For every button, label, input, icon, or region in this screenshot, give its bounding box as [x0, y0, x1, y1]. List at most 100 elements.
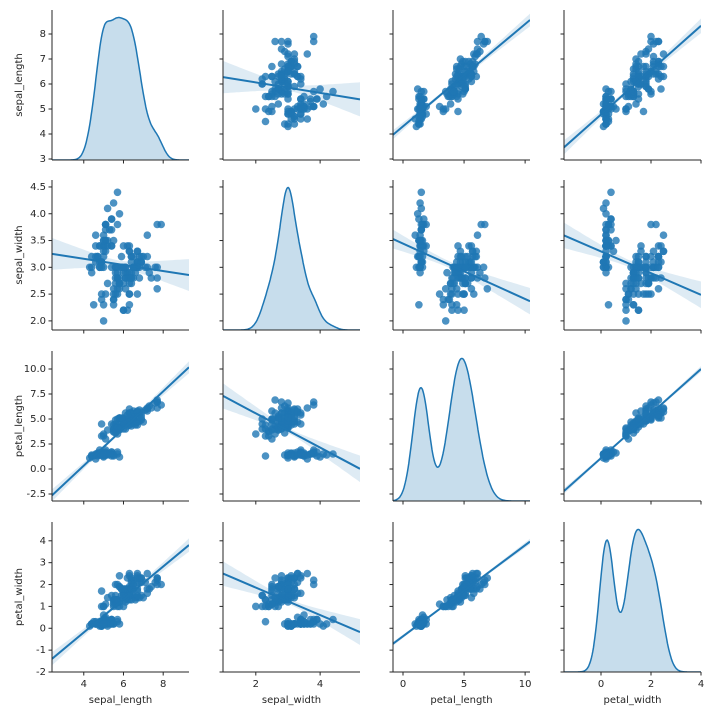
- scatter-point: [435, 600, 444, 608]
- y-tick-label: 1: [40, 601, 46, 612]
- panel: [393, 13, 530, 140]
- scatter-point: [460, 306, 468, 315]
- scatter-point: [125, 274, 134, 282]
- scatter-point: [109, 301, 118, 309]
- scatter-point: [439, 301, 448, 309]
- regression-line: [564, 25, 701, 149]
- y-tick-label: 4.5: [30, 182, 46, 193]
- y-tick-label: 3.0: [30, 262, 46, 273]
- scatter-point: [418, 236, 427, 245]
- scatter-point: [123, 411, 132, 419]
- scatter-point: [659, 231, 668, 239]
- scatter-point: [306, 97, 315, 106]
- scatter-point: [123, 574, 132, 582]
- scatter-point: [293, 620, 302, 628]
- scatter-point: [634, 274, 643, 282]
- scatter-point: [416, 199, 424, 207]
- scatter-point: [454, 242, 462, 250]
- scatter-point: [97, 420, 106, 428]
- scatter-point: [316, 85, 324, 93]
- scatter-point: [467, 258, 476, 266]
- scatter-point: [449, 87, 457, 96]
- regression-line: [393, 19, 530, 136]
- scatter-point: [319, 100, 328, 108]
- scatter-point: [446, 100, 455, 108]
- scatter-point: [612, 236, 620, 245]
- y-tick-label: 2.5: [30, 289, 46, 300]
- regression-line: [564, 368, 701, 492]
- scatter-point: [135, 274, 144, 282]
- scatter-point: [115, 210, 124, 218]
- panel: [564, 366, 701, 494]
- scatter-point: [602, 220, 610, 229]
- scatter-point: [654, 396, 663, 404]
- scatter-point: [284, 414, 292, 422]
- scatter-point: [329, 87, 337, 96]
- scatter-point: [624, 435, 633, 443]
- scatter-point: [284, 110, 292, 118]
- panel: [223, 186, 360, 330]
- scatter-point: [647, 220, 655, 229]
- scatter-point: [113, 290, 122, 298]
- y-axis-label: petal_length: [14, 395, 25, 457]
- scatter-point: [473, 263, 482, 272]
- y-tick-label: 5: [40, 104, 46, 115]
- scatter-point: [147, 274, 156, 282]
- y-tick-label: 8: [40, 29, 46, 40]
- scatter-point: [252, 602, 260, 611]
- regression-line: [52, 544, 189, 660]
- scatter-point: [153, 574, 161, 582]
- scatter-point: [462, 67, 471, 76]
- scatter-point: [297, 574, 305, 582]
- scatter-point: [157, 580, 165, 589]
- scatter-point: [115, 279, 124, 288]
- scatter-point: [284, 37, 292, 46]
- scatter-point: [602, 226, 610, 234]
- scatter-point: [99, 451, 108, 459]
- scatter-point: [268, 582, 276, 591]
- scatter-point: [290, 115, 299, 123]
- scatter-point: [261, 432, 270, 440]
- y-tick-label: 2.5: [30, 439, 46, 450]
- regression-line: [223, 572, 360, 633]
- scatter-point: [277, 398, 286, 406]
- scatter-point: [297, 420, 305, 428]
- scatter-point: [261, 105, 270, 113]
- scatter-point: [461, 263, 470, 272]
- y-tick-label: 4: [40, 129, 46, 140]
- scatter-point: [271, 396, 279, 404]
- scatter-point: [258, 591, 267, 600]
- scatter-point: [117, 252, 126, 261]
- scatter-point: [293, 62, 302, 71]
- scatter-point: [624, 102, 633, 111]
- scatter-point: [284, 451, 292, 459]
- scatter-point: [107, 215, 116, 223]
- scatter-point: [101, 220, 110, 229]
- scatter-point: [99, 247, 108, 256]
- panel: [223, 32, 360, 131]
- scatter-point: [654, 263, 663, 272]
- scatter-point: [659, 247, 668, 256]
- y-tick-label: -2.5: [26, 489, 46, 500]
- scatter-point: [261, 617, 270, 626]
- scatter-point: [113, 188, 122, 197]
- x-tick-label: 4: [698, 679, 704, 690]
- scatter-point: [483, 285, 492, 293]
- scatter-point: [460, 290, 468, 298]
- scatter-point: [105, 620, 114, 628]
- scatter-point: [115, 572, 124, 580]
- scatter-point: [629, 87, 638, 96]
- scatter-point: [644, 45, 653, 53]
- scatter-point: [99, 317, 108, 325]
- x-axis-label: petal_width: [604, 695, 662, 706]
- scatter-point: [300, 449, 308, 457]
- regression-line: [52, 366, 189, 497]
- scatter-point: [602, 97, 610, 106]
- scatter-point: [123, 242, 132, 250]
- scatter-point: [465, 75, 473, 83]
- scatter-point: [105, 450, 114, 458]
- scatter-point: [261, 452, 270, 460]
- scatter-point: [143, 569, 152, 578]
- scatter-point: [483, 574, 492, 582]
- y-tick-label: 3: [40, 558, 46, 569]
